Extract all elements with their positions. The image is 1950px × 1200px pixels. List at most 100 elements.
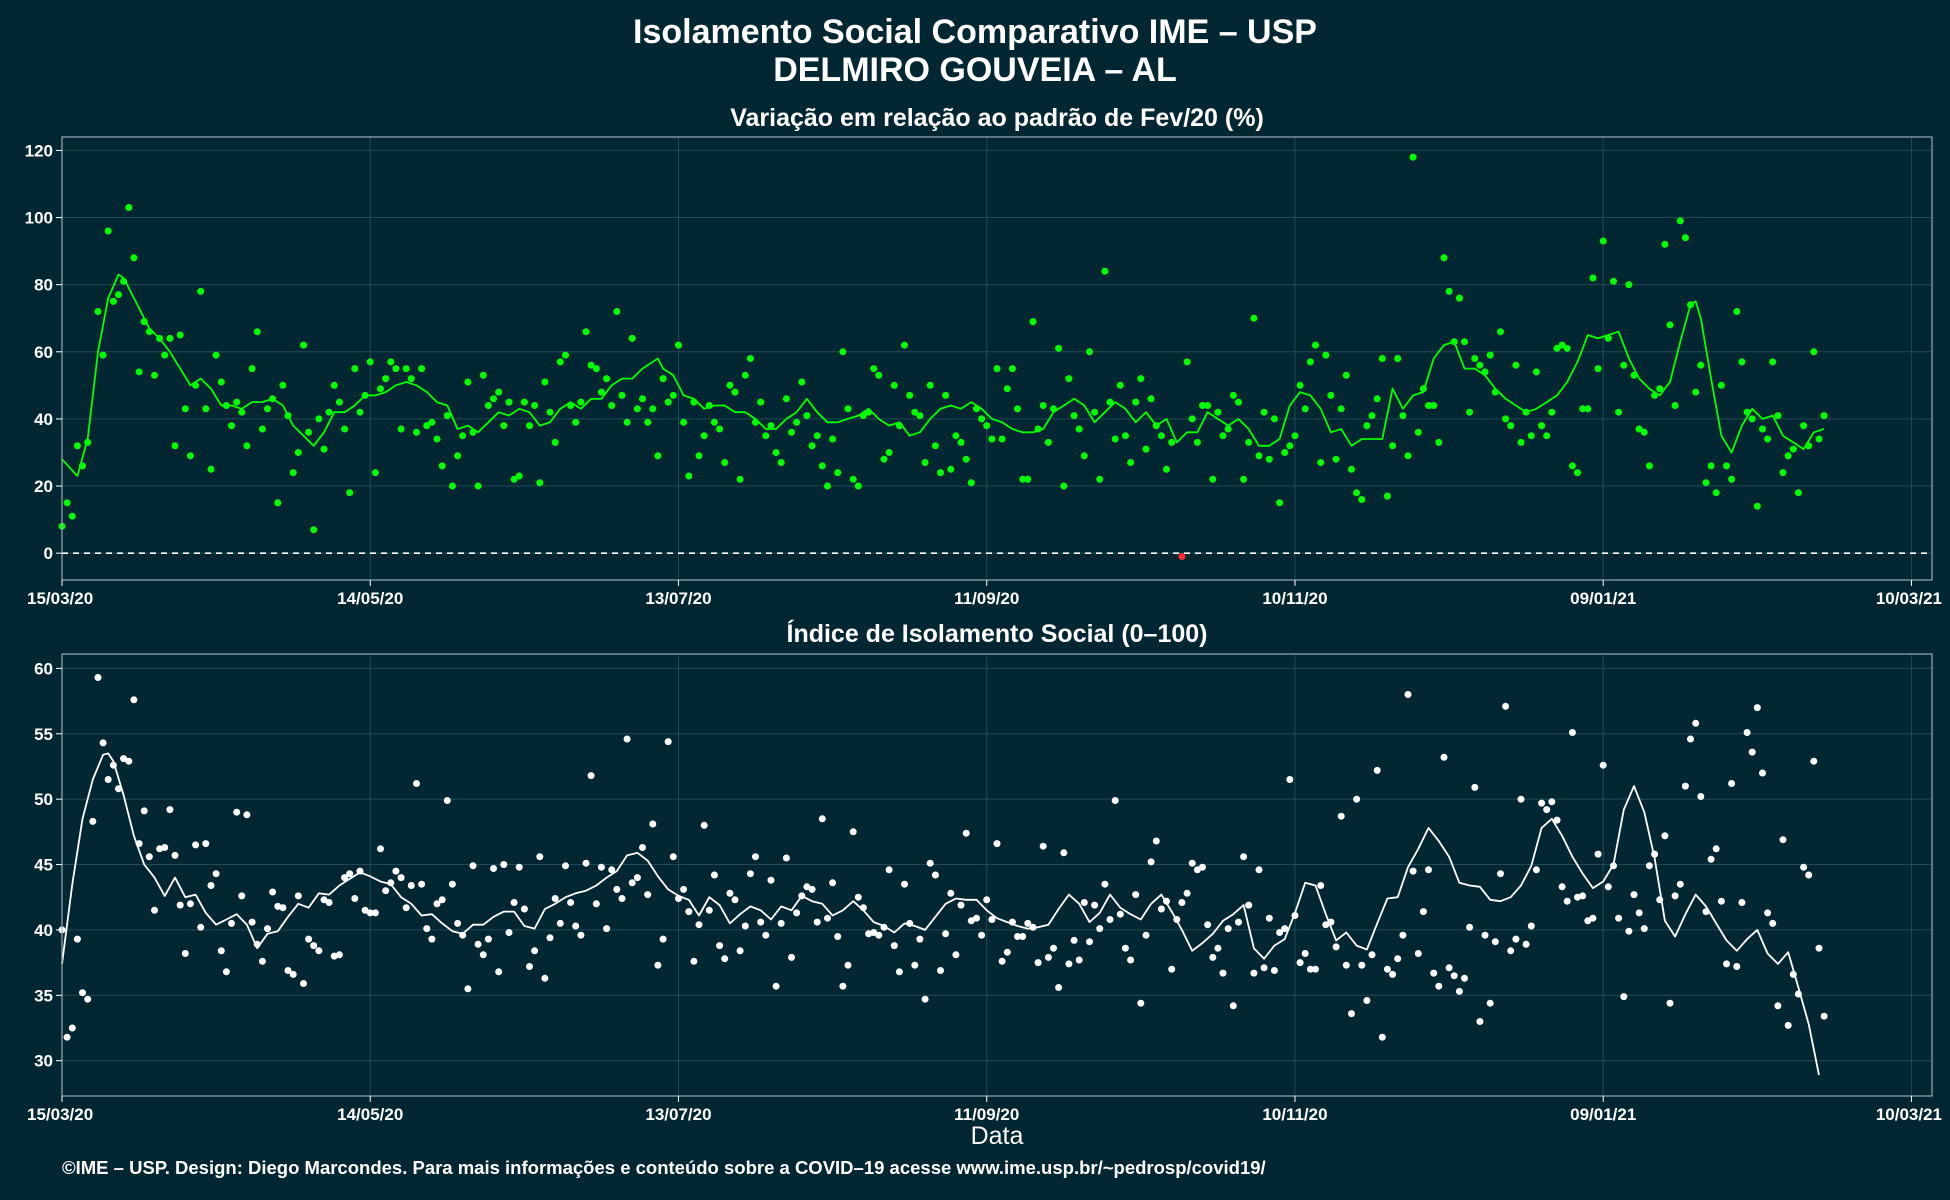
variation-point bbox=[983, 422, 991, 430]
index-point bbox=[248, 918, 256, 926]
index-point bbox=[803, 883, 811, 891]
index-point bbox=[171, 851, 179, 859]
variation-point bbox=[1368, 412, 1376, 420]
index-point bbox=[433, 900, 441, 908]
variation-point bbox=[186, 452, 194, 460]
variation-point bbox=[1039, 402, 1047, 409]
index-point bbox=[469, 862, 477, 870]
index-point bbox=[1769, 919, 1777, 927]
variation-point bbox=[1728, 475, 1736, 483]
variation-point bbox=[870, 365, 878, 373]
variation-point bbox=[1599, 237, 1607, 245]
index-point bbox=[1409, 867, 1417, 875]
variation-point bbox=[937, 469, 944, 477]
y-tick-label: 60 bbox=[34, 659, 53, 678]
index-point bbox=[1681, 782, 1689, 790]
variation-point bbox=[998, 435, 1006, 443]
variation-point bbox=[382, 375, 390, 383]
index-point bbox=[957, 901, 965, 909]
index-point bbox=[726, 889, 734, 897]
index-point bbox=[834, 933, 842, 940]
index-point bbox=[1086, 938, 1093, 946]
variation-point bbox=[824, 482, 831, 490]
index-point bbox=[1481, 931, 1489, 939]
index-point bbox=[664, 738, 672, 746]
index-point bbox=[1728, 780, 1736, 787]
index-point bbox=[186, 900, 194, 908]
variation-point bbox=[1579, 405, 1587, 413]
index-point bbox=[639, 844, 646, 851]
variation-point bbox=[603, 375, 611, 383]
variation-point bbox=[875, 371, 883, 379]
variation-point bbox=[1014, 405, 1021, 413]
index-point bbox=[901, 880, 908, 888]
variation-point bbox=[68, 512, 76, 520]
index-point bbox=[1733, 963, 1741, 970]
index-point bbox=[84, 995, 92, 1003]
index-point bbox=[623, 735, 631, 743]
index-point bbox=[1209, 953, 1217, 961]
variation-point bbox=[1532, 368, 1540, 376]
index-point bbox=[911, 961, 919, 969]
index-point bbox=[1312, 965, 1319, 973]
variation-point bbox=[726, 381, 734, 389]
index-point bbox=[854, 893, 862, 901]
index-point bbox=[63, 1033, 71, 1041]
index-point bbox=[998, 957, 1006, 965]
index-point bbox=[746, 870, 754, 878]
variation-point bbox=[1286, 442, 1294, 450]
variation-point bbox=[628, 334, 636, 342]
index-point bbox=[829, 879, 837, 887]
variation-point bbox=[978, 415, 986, 423]
variation-point bbox=[834, 469, 842, 477]
index-point bbox=[484, 935, 492, 943]
variation-point bbox=[1707, 462, 1715, 470]
index-point bbox=[1753, 704, 1761, 712]
variation-point bbox=[1712, 489, 1720, 497]
index-point bbox=[1091, 901, 1099, 909]
variation-point bbox=[844, 405, 852, 413]
index-point bbox=[1106, 916, 1114, 923]
variation-point bbox=[813, 432, 821, 440]
variation-point bbox=[1193, 438, 1201, 446]
index-point bbox=[1712, 845, 1720, 853]
variation-point bbox=[135, 368, 143, 376]
y-tick-label: 20 bbox=[34, 477, 53, 496]
variation-point bbox=[916, 412, 924, 420]
index-point bbox=[1003, 948, 1011, 956]
x-tick-label: 11/09/20 bbox=[954, 589, 1019, 608]
index-point bbox=[1373, 766, 1381, 774]
index-point bbox=[608, 866, 616, 874]
index-point bbox=[1599, 761, 1607, 769]
variation-point bbox=[577, 398, 585, 406]
variation-point bbox=[1769, 358, 1777, 366]
variation-point bbox=[115, 291, 122, 299]
index-point bbox=[1486, 999, 1494, 1007]
variation-point bbox=[608, 402, 616, 409]
index-point bbox=[1055, 984, 1063, 991]
variation-point bbox=[1553, 344, 1561, 352]
variation-point bbox=[849, 475, 857, 483]
index-point bbox=[967, 917, 975, 925]
variation-point bbox=[1471, 355, 1479, 362]
variation-point bbox=[1779, 469, 1787, 477]
variation-point bbox=[228, 422, 235, 430]
variation-point bbox=[294, 449, 302, 456]
index-point bbox=[757, 918, 765, 926]
x-axis-label: Data bbox=[970, 1122, 1024, 1150]
variation-point bbox=[443, 412, 451, 420]
variation-point bbox=[418, 365, 426, 373]
index-point bbox=[515, 863, 523, 871]
variation-point bbox=[1615, 408, 1623, 416]
index-point bbox=[1080, 899, 1088, 906]
variation-point bbox=[1558, 341, 1566, 349]
variation-point bbox=[495, 388, 503, 396]
index-point bbox=[1024, 919, 1032, 927]
variation-point bbox=[1101, 267, 1109, 275]
variation-point bbox=[413, 428, 420, 436]
index-point bbox=[505, 929, 513, 936]
variation-point bbox=[1815, 435, 1823, 443]
index-point bbox=[716, 942, 724, 950]
index-point bbox=[1697, 793, 1705, 800]
